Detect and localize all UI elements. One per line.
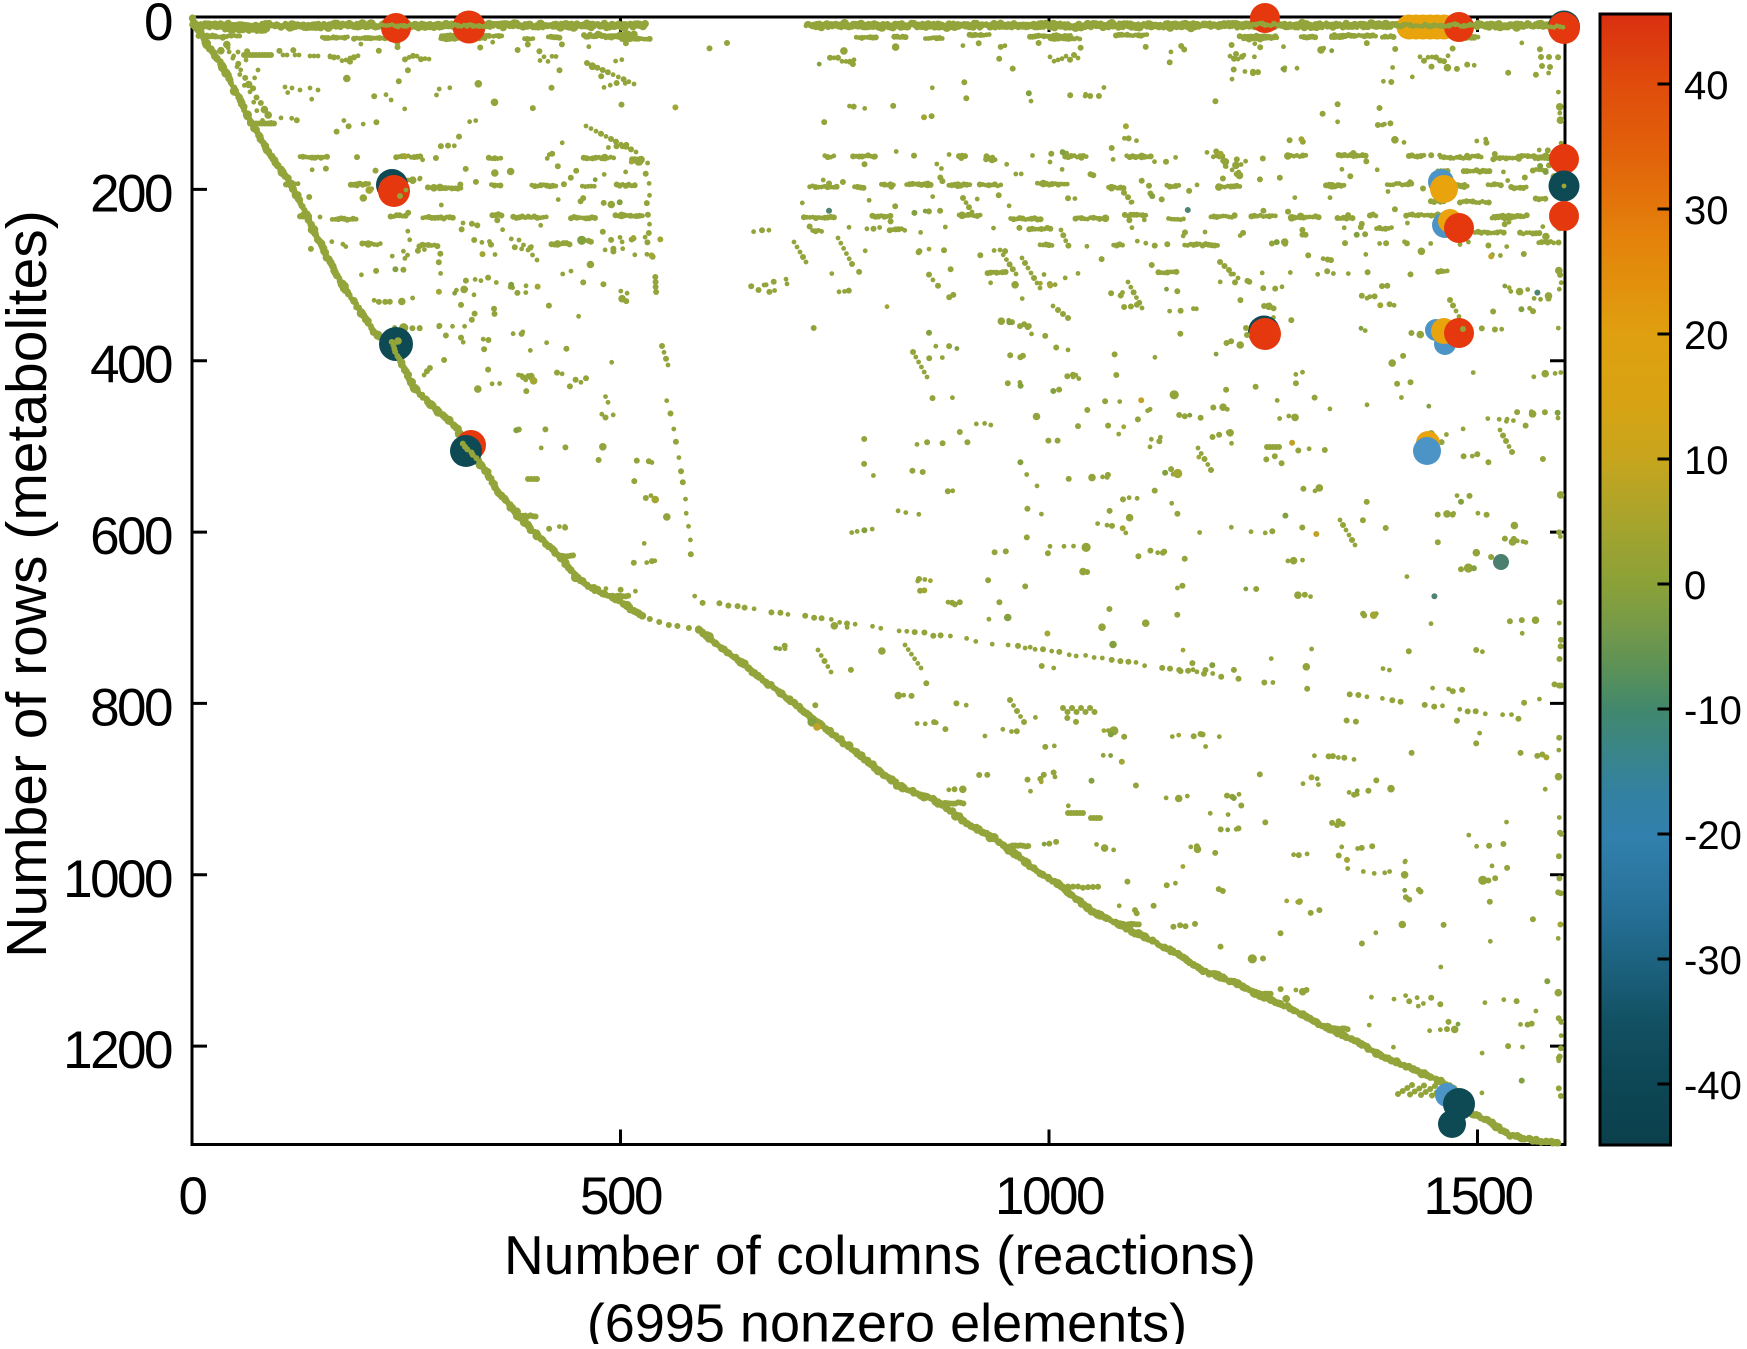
svg-text:0: 0 xyxy=(1684,564,1706,608)
svg-text:-20: -20 xyxy=(1684,814,1742,858)
svg-text:40: 40 xyxy=(1684,64,1729,108)
svg-text:Number of columns (reactions): Number of columns (reactions) xyxy=(504,1224,1256,1286)
svg-text:10: 10 xyxy=(1684,439,1729,483)
svg-text:20: 20 xyxy=(1684,314,1729,358)
svg-text:400: 400 xyxy=(90,336,172,395)
svg-text:600: 600 xyxy=(90,507,172,566)
svg-text:Number of rows (metabolites): Number of rows (metabolites) xyxy=(0,210,59,958)
svg-text:0: 0 xyxy=(144,0,172,52)
svg-text:0: 0 xyxy=(179,1167,207,1226)
svg-text:500: 500 xyxy=(580,1167,662,1226)
svg-text:800: 800 xyxy=(90,678,172,737)
svg-text:30: 30 xyxy=(1684,189,1729,233)
svg-text:1500: 1500 xyxy=(1424,1167,1533,1226)
svg-text:1000: 1000 xyxy=(995,1167,1104,1226)
svg-text:-10: -10 xyxy=(1684,689,1742,733)
svg-text:1000: 1000 xyxy=(63,850,172,909)
svg-text:1200: 1200 xyxy=(63,1021,172,1080)
svg-text:-40: -40 xyxy=(1684,1064,1742,1108)
svg-text:(6995 nonzero elements): (6995 nonzero elements) xyxy=(587,1294,1187,1345)
svg-text:-30: -30 xyxy=(1684,939,1742,983)
svg-text:200: 200 xyxy=(90,164,172,223)
